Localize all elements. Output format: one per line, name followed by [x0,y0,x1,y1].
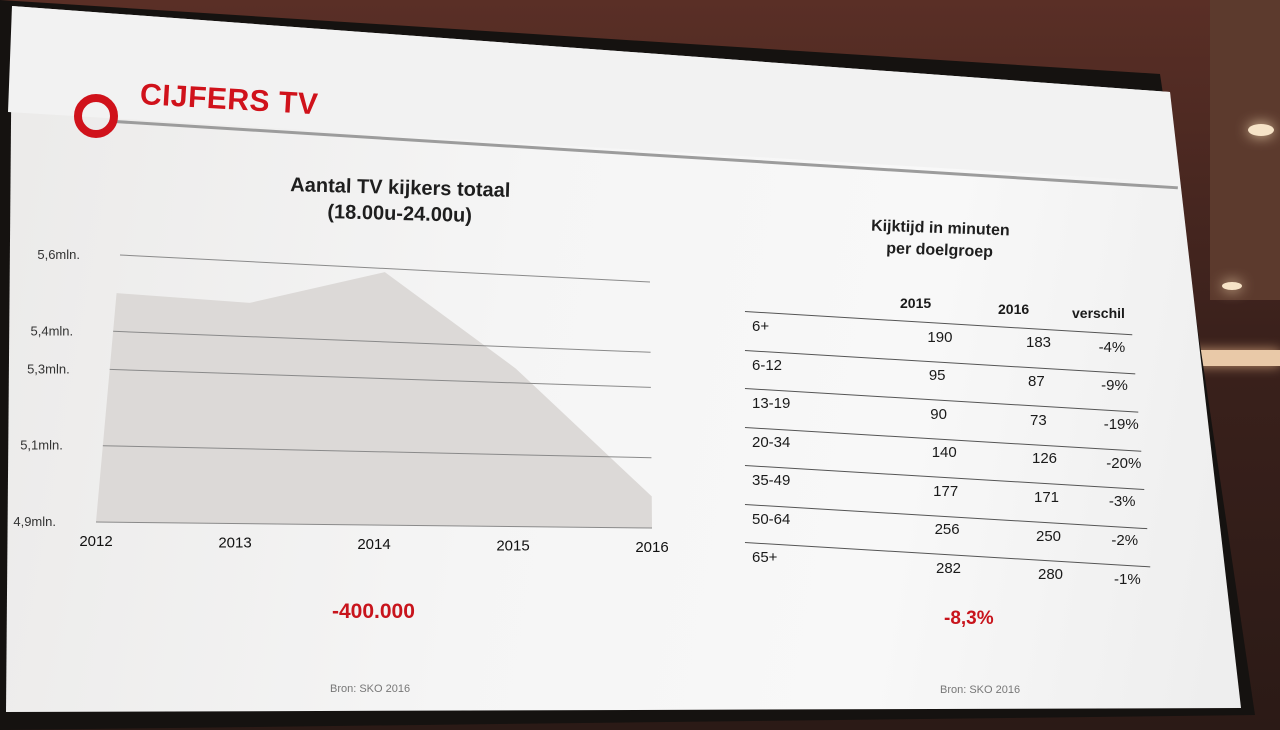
y-tick-label: 5,4mln. [31,323,74,338]
area-series [96,272,652,528]
viewer-loss-stat: -400.000 [332,600,415,623]
gridline [119,254,651,283]
viewing-time-change-stat: -8,3% [944,608,994,629]
ceiling-lamp [1248,124,1274,136]
x-tick-label: 2015 [496,538,529,555]
x-tick-label: 2016 [635,539,668,556]
wall-panel [1210,0,1280,300]
x-tick-label: 2012 [79,533,112,550]
gridline [109,368,651,388]
gridline [102,445,652,459]
y-tick-label: 5,6mln. [37,247,80,262]
brand-logo-ring [74,94,118,138]
y-tick-label: 5,1mln. [20,438,63,453]
gridline [95,521,653,529]
ceiling-lamp [1222,282,1242,290]
y-tick-label: 4,9mln. [13,514,56,529]
source-right: Bron: SKO 2016 [940,684,1021,696]
y-tick-label: 5,3mln. [27,361,70,376]
gridline [113,330,651,353]
table-title: Kijktijd in minuten per doelgroep [829,214,1050,266]
x-tick-label: 2014 [357,536,390,553]
x-tick-label: 2013 [218,535,251,552]
source-left: Bron: SKO 2016 [330,683,411,695]
